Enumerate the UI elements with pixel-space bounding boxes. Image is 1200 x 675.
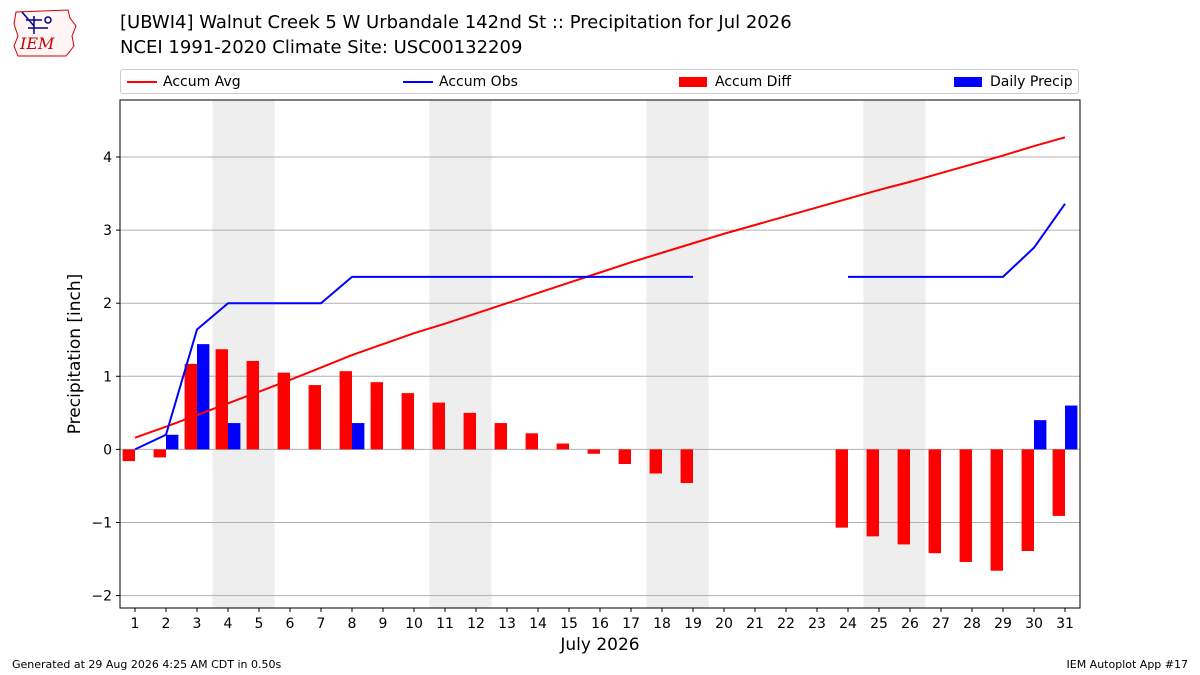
accum-diff-bar [1052, 449, 1065, 516]
weekend-shade-2 [646, 100, 709, 608]
x-tick-label: 28 [963, 616, 981, 632]
y-tick-label: 3 [103, 223, 112, 239]
accum-avg-line [134, 136, 1066, 439]
x-tick-label: 20 [715, 616, 733, 632]
x-tick-label: 9 [379, 616, 388, 632]
x-tick-label: 13 [498, 616, 516, 632]
accum-diff-bar [308, 385, 321, 450]
x-tick-label: 2 [162, 616, 171, 632]
accum-diff-bar [277, 372, 290, 450]
x-tick-label: 29 [994, 616, 1012, 632]
x-tick-label: 22 [777, 616, 795, 632]
legend-swatch-accum-diff [679, 77, 707, 87]
daily-precip-bar [197, 344, 210, 450]
chart-legend: Accum Avg Accum Obs Accum Diff Daily Pre… [120, 69, 1079, 94]
x-tick-label: 24 [839, 616, 857, 632]
accum-diff-bar [618, 449, 631, 465]
accum-diff-bar [153, 449, 166, 458]
accum-diff-bar [990, 449, 1003, 571]
daily-precip-bar [1034, 420, 1047, 450]
accum-obs-line [848, 203, 1066, 278]
x-tick-label: 5 [255, 616, 264, 632]
accum-diff-bar [432, 402, 445, 450]
accum-diff-bar [215, 349, 228, 450]
accum-diff-bar [680, 449, 693, 484]
accum-diff-bar [525, 433, 538, 450]
x-tick-label: 15 [560, 616, 578, 632]
accum-diff-bar [866, 449, 879, 537]
x-tick-label: 11 [436, 616, 454, 632]
accum-diff-bar [928, 449, 941, 554]
chart-subtitle: NCEI 1991-2020 Climate Site: USC00132209 [120, 37, 523, 58]
daily-precip-bar [228, 423, 241, 450]
accum-diff-bar [556, 443, 569, 450]
accum-diff-bar [184, 363, 197, 450]
x-tick-label: 18 [653, 616, 671, 632]
generated-footer: Generated at 29 Aug 2026 4:25 AM CDT in … [12, 658, 282, 671]
accum-diff-bar [1021, 449, 1034, 551]
accum-diff-bar [494, 423, 507, 450]
iem-logo: IEM [13, 9, 77, 57]
y-tick-label: −2 [91, 589, 112, 605]
x-tick-label: 6 [286, 616, 295, 632]
plot-frame [119, 99, 1081, 609]
x-tick-label: 3 [193, 616, 202, 632]
accum-diff-bar [587, 449, 600, 454]
x-tick-label: 27 [932, 616, 950, 632]
chart-title: [UBWI4] Walnut Creek 5 W Urbandale 142nd… [120, 12, 792, 33]
logo-text: IEM [19, 34, 55, 53]
y-tick-label: −1 [91, 515, 112, 531]
weather-station-icon [21, 11, 52, 34]
legend-swatch-accum-avg [127, 81, 157, 83]
x-tick-label: 1 [131, 616, 140, 632]
y-tick-label: 4 [103, 150, 112, 166]
daily-precip-bar [1065, 405, 1078, 450]
accum-diff-bar [959, 449, 972, 562]
accum-diff-bar [339, 371, 352, 450]
accum-diff-bar [122, 449, 135, 462]
legend-label-daily-precip: Daily Precip [990, 74, 1073, 90]
app-footer: IEM Autoplot App #17 [1066, 658, 1189, 671]
accum-obs-line [134, 275, 693, 451]
x-tick-label: 17 [622, 616, 640, 632]
accum-diff-bar [246, 360, 259, 450]
legend-label-accum-avg: Accum Avg [163, 74, 241, 90]
x-tick-label: 19 [684, 616, 702, 632]
x-tick-label: 21 [746, 616, 764, 632]
weekend-shade-1 [429, 100, 492, 608]
x-tick-label: 14 [529, 616, 547, 632]
legend-swatch-accum-obs [403, 81, 433, 83]
accum-diff-bar [649, 449, 662, 474]
x-tick-label: 10 [405, 616, 423, 632]
x-tick-label: 4 [224, 616, 233, 632]
y-tick-label: 0 [103, 442, 112, 458]
accum-diff-bar [401, 393, 414, 450]
x-tick-label: 26 [901, 616, 919, 632]
x-tick-label: 12 [467, 616, 485, 632]
x-tick-label: 31 [1056, 616, 1074, 632]
daily-precip-bar [352, 423, 365, 450]
y-tick-label: 2 [103, 296, 112, 312]
y-axis-label: Precipitation [inch] [65, 274, 85, 435]
x-tick-label: 16 [591, 616, 609, 632]
x-tick-label: 8 [348, 616, 357, 632]
x-tick-label: 30 [1025, 616, 1043, 632]
x-tick-label: 7 [317, 616, 326, 632]
legend-label-accum-obs: Accum Obs [439, 74, 518, 90]
x-axis-label: July 2026 [559, 635, 639, 655]
legend-swatch-daily-precip [954, 77, 982, 87]
x-tick-label: 25 [870, 616, 888, 632]
daily-precip-bar [166, 434, 179, 450]
accum-diff-bar [370, 382, 383, 450]
accum-diff-bar [835, 449, 848, 528]
legend-label-accum-diff: Accum Diff [715, 74, 792, 90]
y-tick-label: 1 [103, 369, 112, 385]
accum-diff-bar [463, 412, 476, 450]
accum-diff-bar [897, 449, 910, 545]
x-tick-label: 23 [808, 616, 826, 632]
